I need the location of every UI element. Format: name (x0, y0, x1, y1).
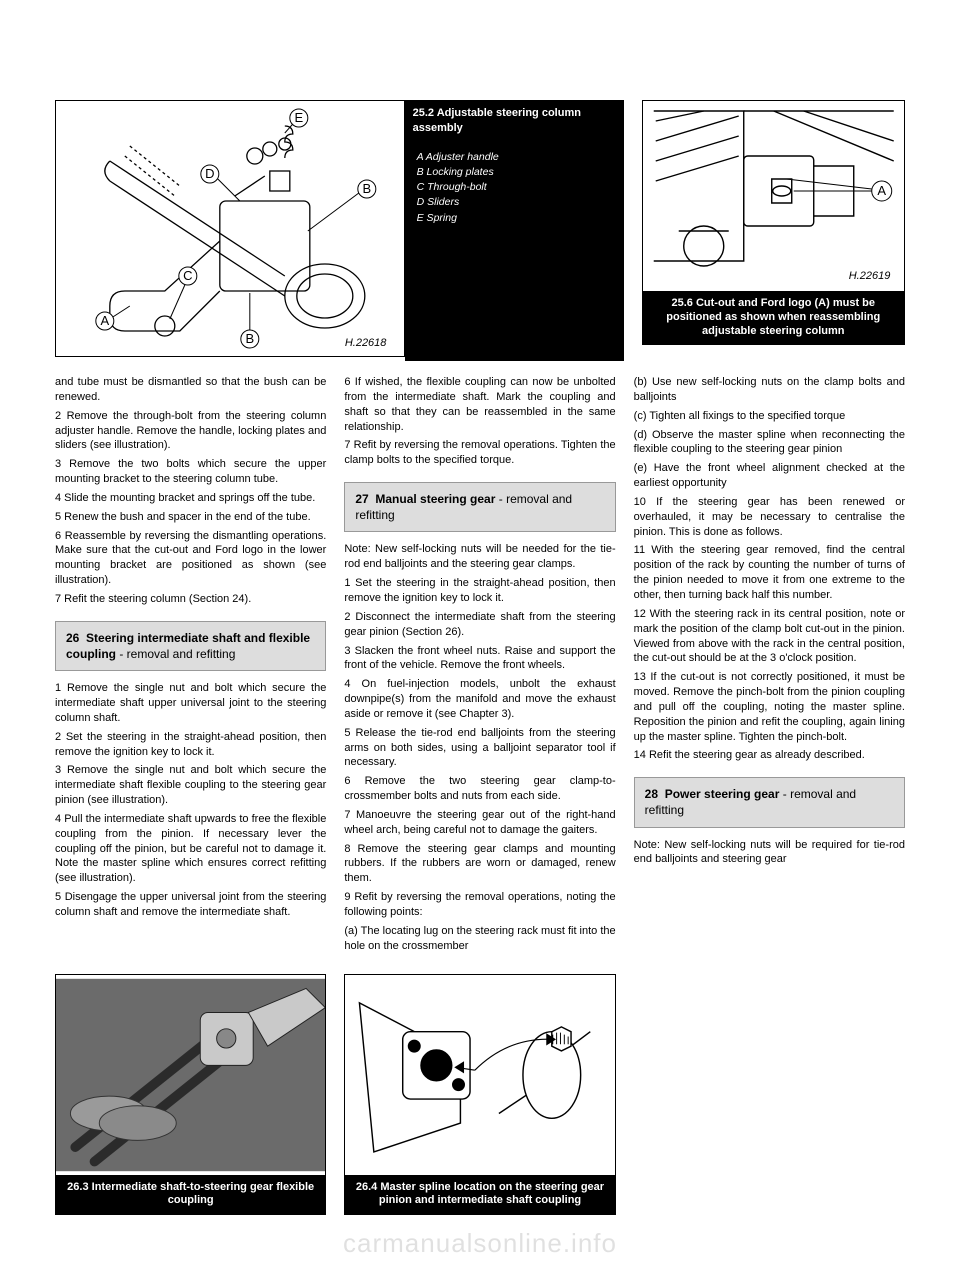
fig-25-2-side: 25.2 Adjustable steering column assembly… (405, 100, 624, 361)
legend-line: B Locking plates (417, 165, 612, 180)
section-27-head: 27 Manual steering gear - removal and re… (344, 482, 615, 532)
para: 3 Remove the single nut and bolt which s… (55, 763, 326, 808)
svg-text:A: A (877, 183, 886, 198)
svg-text:A: A (100, 313, 109, 328)
fig-25-6: A H.22619 25.6 Cut-out and Ford logo (A)… (642, 100, 905, 361)
para: 8 Remove the steering gear clamps and mo… (344, 842, 615, 887)
svg-text:D: D (205, 166, 214, 181)
para: Note: New self-locking nuts will be requ… (634, 838, 905, 868)
fig-ref-text: H.22618 (345, 337, 387, 349)
para: 6 Reassemble by reversing the dismantlin… (55, 529, 326, 588)
fig-25-2-caption: 25.2 Adjustable steering column assembly (405, 100, 624, 142)
para: 3 Slacken the front wheel nuts. Raise an… (344, 644, 615, 674)
fig-25-2: E B D C A (55, 100, 405, 357)
para: 2 Disconnect the intermediate shaft from… (344, 610, 615, 640)
fig-25-2-image: E B D C A (56, 101, 404, 356)
section-26-head: 26 Steering intermediate shaft and flexi… (55, 621, 326, 671)
para: (c) Tighten all fixings to the specified… (634, 409, 905, 424)
svg-text:H.22619: H.22619 (848, 270, 890, 282)
bottom-spacer (634, 974, 905, 1220)
para: 5 Release the tie-rod end balljoints fro… (344, 726, 615, 771)
para: 11 With the steering gear removed, find … (634, 543, 905, 602)
para: 5 Disengage the upper universal joint fr… (55, 890, 326, 920)
para: 13 If the cut-out is not correctly posit… (634, 670, 905, 744)
svg-text:E: E (294, 110, 303, 125)
para: 6 Remove the two steering gear clamp-to-… (344, 774, 615, 804)
para: (b) Use new self-locking nuts on the cla… (634, 375, 905, 405)
fig-26-3-caption: 26.3 Intermediate shaft-to-steering gear… (56, 1175, 325, 1215)
fig-25-2-legend: A Adjuster handle B Locking plates C Thr… (405, 142, 624, 361)
fig-26-4-image (345, 975, 614, 1175)
fig-26-4: 26.4 Master spline location on the steer… (344, 974, 615, 1220)
svg-text:C: C (183, 268, 192, 283)
legend-line: C Through-bolt (417, 180, 612, 195)
para: 4 Slide the mounting bracket and springs… (55, 491, 326, 506)
section-num: 26 (66, 631, 79, 645)
section-num: 28 (645, 787, 658, 801)
bottom-figure-row: 26.3 Intermediate shaft-to-steering gear… (55, 974, 905, 1220)
para: 9 Refit by reversing the removal operati… (344, 890, 615, 920)
para: 12 With the steering rack in its central… (634, 607, 905, 666)
para: 2 Set the steering in the straight-ahead… (55, 730, 326, 760)
svg-text:B: B (362, 181, 371, 196)
legend-line: E Spring (417, 211, 612, 226)
para: 6 If wished, the flexible coupling can n… (344, 375, 615, 434)
watermark-text: carmanualsonline.info (0, 1226, 960, 1261)
body-columns: and tube must be dismantled so that the … (55, 375, 905, 958)
para: 1 Set the steering in the straight-ahead… (344, 576, 615, 606)
para: 7 Refit the steering column (Section 24)… (55, 592, 326, 607)
para: and tube must be dismantled so that the … (55, 375, 326, 405)
para: 1 Remove the single nut and bolt which s… (55, 681, 326, 726)
svg-text:B: B (245, 331, 254, 346)
fig-26-3-image (56, 975, 325, 1175)
para: 7 Refit by reversing the removal operati… (344, 438, 615, 468)
legend-line: A Adjuster handle (417, 150, 612, 165)
para: 4 On fuel-injection models, unbolt the e… (344, 677, 615, 722)
para: 10 If the steering gear has been renewed… (634, 495, 905, 540)
para: (e) Have the front wheel alignment check… (634, 461, 905, 491)
legend-line: D Sliders (417, 195, 612, 210)
fig-25-6-caption: 25.6 Cut-out and Ford logo (A) must be p… (643, 291, 904, 344)
para: Note: New self-locking nuts will be need… (344, 542, 615, 572)
section-num: 27 (355, 492, 368, 506)
fig-26-4-caption: 26.4 Master spline location on the steer… (345, 1175, 614, 1215)
section-title-bold: Manual steering gear (375, 492, 495, 506)
para: 3 Remove the two bolts which secure the … (55, 457, 326, 487)
para: 4 Pull the intermediate shaft upwards to… (55, 812, 326, 886)
section-title-rest: - removal and refitting (116, 647, 235, 661)
section-title-bold: Power steering gear (665, 787, 780, 801)
para: 14 Refit the steering gear as already de… (634, 748, 905, 763)
para: (d) Observe the master spline when recon… (634, 428, 905, 458)
para: 5 Renew the bush and spacer in the end o… (55, 510, 326, 525)
fig-25-6-image: A H.22619 (643, 101, 904, 291)
fig-25-2-group: E B D C A (55, 100, 624, 361)
para: 7 Manoeuvre the steering gear out of the… (344, 808, 615, 838)
column-3: (b) Use new self-locking nuts on the cla… (634, 375, 905, 958)
top-figure-row: E B D C A (55, 100, 905, 361)
section-28-head: 28 Power steering gear - removal and ref… (634, 777, 905, 827)
para: (a) The locating lug on the steering rac… (344, 924, 615, 954)
column-1: and tube must be dismantled so that the … (55, 375, 326, 958)
para: 2 Remove the through-bolt from the steer… (55, 409, 326, 454)
fig-26-3: 26.3 Intermediate shaft-to-steering gear… (55, 974, 326, 1220)
column-2: 6 If wished, the flexible coupling can n… (344, 375, 615, 958)
